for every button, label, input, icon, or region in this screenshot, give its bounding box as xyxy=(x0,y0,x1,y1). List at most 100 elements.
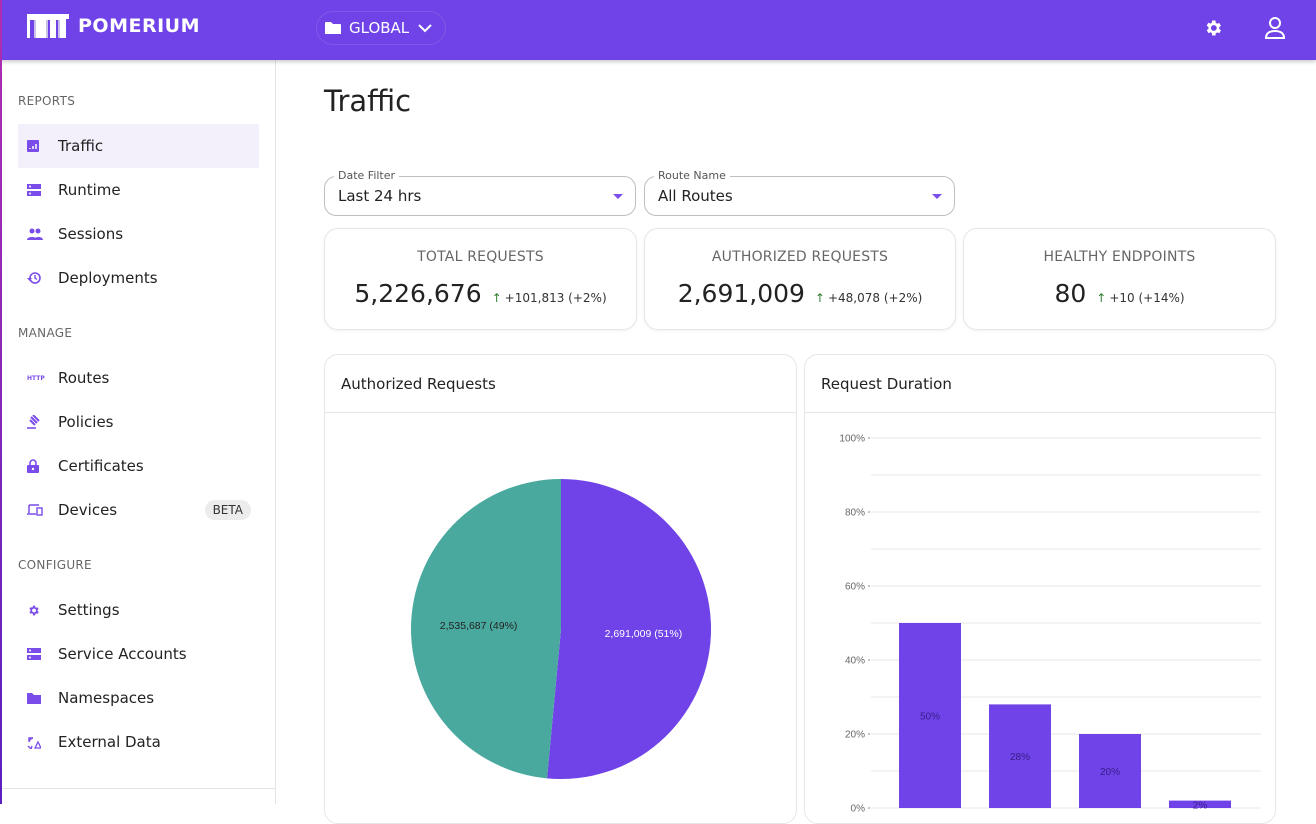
sidebar-item-label: Devices xyxy=(58,501,118,519)
pomerium-logo-icon xyxy=(27,14,69,38)
sidebar-item-policies[interactable]: Policies xyxy=(18,400,259,444)
sidebar-item-label: Sessions xyxy=(58,225,124,243)
stat-authorized-requests: AUTHORIZED REQUESTS 2,691,009 ↑ +48,078 (+… xyxy=(644,228,956,330)
stat-title: AUTHORIZED REQUESTS xyxy=(711,249,889,265)
account-icon[interactable] xyxy=(1264,16,1286,40)
bar-chart-icon xyxy=(18,140,58,152)
lock-icon xyxy=(18,459,58,473)
folder-icon xyxy=(18,692,58,704)
authorized-requests-card: Authorized Requests 2,691,009 (51%) 2,535… xyxy=(324,354,797,824)
pie-chart: 2,691,009 (51%) 2,535,687 (49%) xyxy=(410,479,711,779)
stat-delta: +101,813 (+2%) xyxy=(504,291,607,305)
sidebar-item-routes[interactable]: HTTP Routes xyxy=(18,356,259,400)
bar-label: 50% xyxy=(920,712,940,723)
y-tick-label: 80% xyxy=(845,508,865,519)
server-icon xyxy=(18,648,58,660)
namespace-label: GLOBAL xyxy=(349,19,410,37)
arrow-up-icon: ↑ xyxy=(1096,291,1107,305)
gear-icon xyxy=(18,604,58,617)
stat-value: 5,226,676 xyxy=(354,279,482,308)
window-edge xyxy=(0,0,2,804)
history-icon xyxy=(18,271,58,285)
pie-slice xyxy=(410,479,561,779)
sidebar-item-label: Runtime xyxy=(58,181,121,199)
sidebar-item-traffic[interactable]: Traffic xyxy=(18,124,259,168)
bar xyxy=(1079,734,1141,808)
sidebar: REPORTS Traffic Runtime Sessions Deploym… xyxy=(0,60,276,804)
route-name-select[interactable]: Route Name All Routes xyxy=(644,169,955,216)
devices-icon xyxy=(18,504,58,516)
bar-chart: 0% 20% 40% 60% 80% 100% 50% 28% 20% 2% xyxy=(839,434,1261,815)
pie-slice-label: 2,535,687 (49%) xyxy=(440,620,518,632)
stat-title: TOTAL REQUESTS xyxy=(417,249,544,265)
sidebar-item-label: Traffic xyxy=(58,137,104,155)
sidebar-item-label: Policies xyxy=(58,413,114,431)
dropdown-arrow-icon xyxy=(932,194,942,199)
http-icon: HTTP xyxy=(27,374,45,382)
sidebar-item-label: Certificates xyxy=(58,457,144,475)
sidebar-item-namespaces[interactable]: Namespaces xyxy=(18,676,259,720)
sidebar-item-label: Namespaces xyxy=(58,689,155,707)
sidebar-item-sessions[interactable]: Sessions xyxy=(18,212,259,256)
card-title: Request Duration xyxy=(805,355,1275,413)
sidebar-divider xyxy=(0,788,276,789)
date-filter-label: Date Filter xyxy=(334,169,400,182)
bar xyxy=(899,623,961,808)
request-duration-card: Request Duration 0% 20% 40% 60% 80% 100% 50% 28… xyxy=(804,354,1276,824)
sidebar-item-service-accounts[interactable]: Service Accounts xyxy=(18,632,259,676)
y-tick-label: 0% xyxy=(851,804,866,815)
folder-icon xyxy=(325,22,341,34)
chevron-down-icon xyxy=(418,24,432,33)
bar xyxy=(989,704,1051,808)
stat-total-requests: TOTAL REQUESTS 5,226,676 ↑ +101,813 (+2%) xyxy=(324,228,637,330)
y-tick-label: 60% xyxy=(845,582,865,593)
sidebar-item-deployments[interactable]: Deployments xyxy=(18,256,259,300)
arrow-up-icon: ↑ xyxy=(814,291,825,305)
beta-badge: BETA xyxy=(204,500,251,520)
section-configure: CONFIGURE xyxy=(18,558,92,572)
sidebar-item-label: External Data xyxy=(58,733,161,751)
sidebar-item-label: Service Accounts xyxy=(58,645,187,663)
gear-icon[interactable] xyxy=(1203,18,1223,38)
namespace-selector[interactable]: GLOBAL xyxy=(316,11,447,45)
route-name-label: Route Name xyxy=(654,169,730,182)
brand-name: POMERIUM xyxy=(78,15,200,37)
date-filter-select[interactable]: Date Filter Last 24 hrs xyxy=(324,169,636,216)
gavel-icon xyxy=(18,415,58,429)
dropdown-arrow-icon xyxy=(613,194,623,199)
route-name-value: All Routes xyxy=(658,187,733,205)
sidebar-item-settings[interactable]: Settings xyxy=(18,588,259,632)
pie-slice xyxy=(547,479,711,779)
sidebar-item-label: Deployments xyxy=(58,269,158,287)
sidebar-item-label: Routes xyxy=(58,369,110,387)
y-tick-label: 20% xyxy=(845,730,865,741)
card-title: Authorized Requests xyxy=(325,355,796,413)
stat-delta: +48,078 (+2%) xyxy=(827,291,923,305)
bar-label: 2% xyxy=(1193,800,1208,811)
server-icon xyxy=(18,184,58,196)
section-reports: REPORTS xyxy=(18,94,76,108)
sidebar-item-certificates[interactable]: Certificates xyxy=(18,444,259,488)
logo[interactable]: POMERIUM xyxy=(26,12,200,40)
stat-title: HEALTHY ENDPOINTS xyxy=(1043,249,1196,265)
stat-healthy-endpoints: HEALTHY ENDPOINTS 80 ↑ +10 (+14%) xyxy=(963,228,1276,330)
bar-label: 28% xyxy=(1010,752,1030,763)
y-tick-label: 100% xyxy=(839,434,865,445)
sidebar-item-external-data[interactable]: External Data xyxy=(18,720,259,764)
date-filter-value: Last 24 hrs xyxy=(338,187,422,205)
bar-label: 20% xyxy=(1100,767,1120,778)
sync-icon xyxy=(18,736,58,749)
y-tick-label: 40% xyxy=(845,656,865,667)
stat-delta: +10 (+14%) xyxy=(1109,291,1185,305)
top-bar: POMERIUM GLOBAL xyxy=(0,0,1316,60)
sidebar-item-devices[interactable]: Devices BETA xyxy=(18,488,259,532)
sidebar-item-label: Settings xyxy=(58,601,120,619)
arrow-up-icon: ↑ xyxy=(491,291,502,305)
section-manage: MANAGE xyxy=(18,326,73,340)
sidebar-item-runtime[interactable]: Runtime xyxy=(18,168,259,212)
page-title: Traffic xyxy=(324,84,412,118)
stat-value: 80 xyxy=(1054,279,1087,308)
pie-slice-label: 2,691,009 (51%) xyxy=(605,628,683,640)
stat-value: 2,691,009 xyxy=(677,279,805,308)
people-icon xyxy=(18,228,58,240)
